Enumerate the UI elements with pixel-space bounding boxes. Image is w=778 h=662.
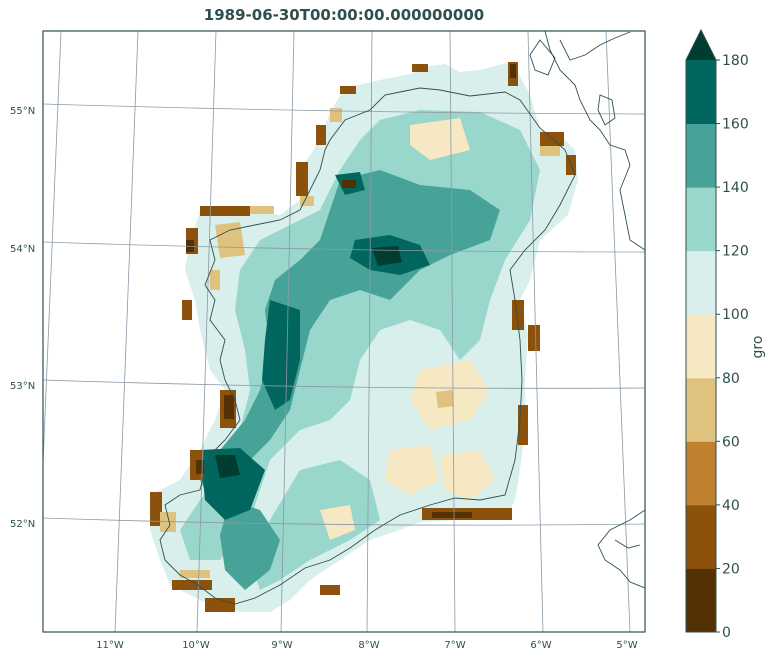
field-cream3 bbox=[385, 445, 440, 495]
field-cream1 bbox=[410, 118, 470, 160]
colorbar-segment bbox=[686, 568, 716, 633]
map-title: 1989-06-30T00:00:00.000000000 bbox=[203, 6, 485, 24]
lon-label-10w: 10°W bbox=[182, 640, 210, 651]
field-tan1 bbox=[215, 222, 245, 258]
wales-coast bbox=[597, 509, 645, 589]
meridian-9w bbox=[196, 31, 217, 632]
colorbar-tick-label: 100 bbox=[722, 307, 749, 323]
colorbar-extend-arrow bbox=[686, 30, 716, 60]
colorbar-tick-label: 180 bbox=[722, 53, 749, 69]
lat-label-52n: 52°N bbox=[10, 519, 35, 530]
meridian-5w bbox=[527, 31, 544, 632]
meridian-8w bbox=[280, 31, 295, 632]
field-cream5 bbox=[320, 505, 355, 540]
field-tan2 bbox=[436, 390, 454, 408]
map-frame bbox=[42, 30, 646, 633]
colorbar-segment bbox=[686, 504, 716, 569]
field-dark2 bbox=[220, 500, 280, 590]
wales-coast2 bbox=[614, 539, 641, 549]
lon-label-6w: 6°W bbox=[530, 640, 551, 651]
arran-coast bbox=[597, 94, 616, 126]
parallel-52n bbox=[43, 517, 645, 526]
lon-label-9w: 9°W bbox=[271, 640, 292, 651]
islay-coast bbox=[529, 39, 556, 76]
parallel-54n bbox=[43, 241, 645, 253]
meridian-7w bbox=[366, 31, 373, 632]
meridian-6w bbox=[449, 31, 456, 632]
colorbar-label: gro bbox=[750, 336, 766, 359]
field-dark bbox=[200, 170, 500, 500]
field-darkest3 bbox=[200, 448, 265, 520]
lat-label-53n: 53°N bbox=[10, 381, 35, 392]
lon-label-5w: 5°W bbox=[616, 640, 637, 651]
lat-label-54n: 54°N bbox=[10, 244, 35, 255]
meridian-4w bbox=[605, 31, 631, 632]
scotland-coast bbox=[544, 31, 645, 251]
colorbar-segment bbox=[686, 60, 716, 125]
colorbar-outline bbox=[685, 28, 717, 633]
field-max1 bbox=[372, 246, 402, 266]
colorbar-tick-label: 120 bbox=[722, 244, 749, 260]
colorbar-tick-label: 60 bbox=[722, 434, 740, 450]
lon-label-11w: 11°W bbox=[96, 640, 124, 651]
parallel-55n bbox=[43, 103, 645, 115]
field-max2 bbox=[215, 455, 240, 478]
colorbar-segment bbox=[686, 250, 716, 315]
kintyre-coast bbox=[559, 31, 631, 61]
colorbar-tick-label: 20 bbox=[722, 561, 740, 577]
colorbar-segment bbox=[686, 314, 716, 379]
ireland-coast bbox=[159, 87, 576, 605]
parallel-53n bbox=[43, 379, 645, 389]
lon-label-7w: 7°W bbox=[444, 640, 465, 651]
colorbar-segment bbox=[686, 123, 716, 188]
graticule bbox=[43, 31, 645, 632]
lon-label-8w: 8°W bbox=[358, 640, 379, 651]
data-raster bbox=[150, 62, 578, 612]
colorbar: 0 20 40 60 80 100 120 140 160 180 bbox=[685, 28, 749, 641]
colorbar-tick-label: 80 bbox=[722, 371, 740, 387]
edge-fringe-light bbox=[160, 108, 560, 578]
field-darkest2 bbox=[262, 300, 300, 410]
colorbar-segment bbox=[686, 187, 716, 252]
coastlines bbox=[159, 31, 645, 605]
lat-label-55n: 55°N bbox=[10, 106, 35, 117]
colorbar-tick-label: 0 bbox=[722, 625, 731, 641]
colorbar-tick-label: 160 bbox=[722, 117, 749, 133]
colorbar-segment bbox=[686, 441, 716, 506]
meridian-11w bbox=[43, 31, 62, 474]
colorbar-tick-label: 140 bbox=[722, 180, 749, 196]
colorbar-tick-label: 40 bbox=[722, 498, 740, 514]
colorbar-segment bbox=[686, 377, 716, 442]
meridian-10w bbox=[114, 31, 139, 632]
